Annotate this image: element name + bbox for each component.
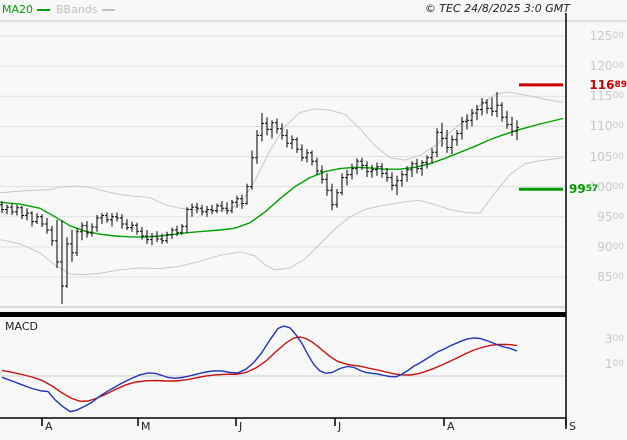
legend-item-bbands: BBands [56,3,115,16]
macd-signal-line [1,336,518,403]
legend-item-ma20: MA20 [2,3,51,16]
ma20-legend-swatch [37,8,51,11]
bollinger-upper-line [0,91,564,212]
macd-panel-label: MACD [5,320,38,333]
macd-line [1,325,518,413]
panel-separator [0,312,566,317]
bollinger-lower-line [0,157,564,276]
copyright-text: © TEC 24/8/2025 3:0 GMT [424,2,570,15]
ohlc-bars [0,92,519,305]
ma20-line [0,117,564,238]
chart-legend: MA20 BBands [2,3,115,16]
bbands-legend-label: BBands [56,3,98,16]
ma20-legend-label: MA20 [2,3,34,16]
bbands-legend-swatch [101,8,115,11]
